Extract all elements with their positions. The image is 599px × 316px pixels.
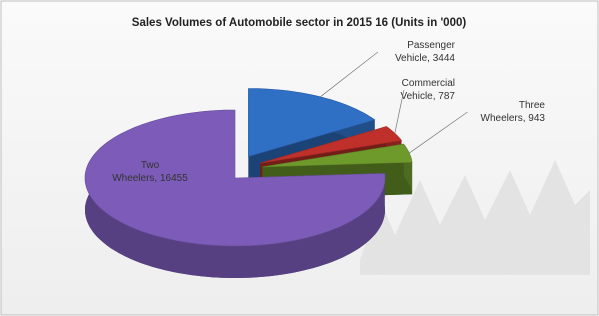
- data-label-line: Commercial: [402, 78, 455, 89]
- data-label-line: Wheelers, 943: [481, 113, 546, 124]
- data-label-line: Three: [519, 100, 546, 111]
- data-label-line: Passenger: [407, 40, 455, 51]
- data-label-line: Vehicle, 3444: [395, 53, 455, 64]
- data-label-line: Wheelers, 16455: [112, 173, 188, 184]
- chart-title: Sales Volumes of Automobile sector in 20…: [132, 17, 467, 29]
- data-label-line: Two: [141, 160, 160, 171]
- page: Sales Volumes of Automobile sector in 20…: [0, 0, 599, 316]
- chart: Sales Volumes of Automobile sector in 20…: [0, 0, 599, 316]
- data-label-line: Vehicle, 787: [401, 91, 456, 102]
